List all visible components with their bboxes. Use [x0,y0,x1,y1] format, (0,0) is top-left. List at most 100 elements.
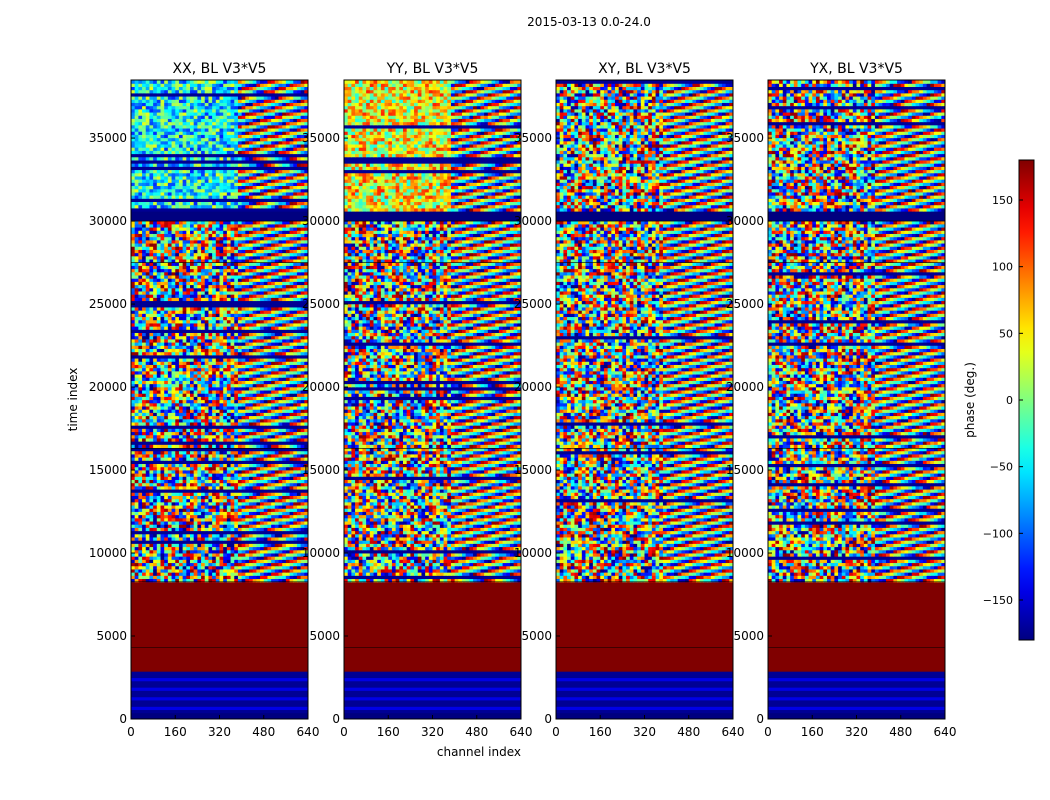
heatmap-cell [296,527,302,532]
heatmap-cell [149,469,154,474]
heatmap-cell [149,316,154,321]
heatmap-cell [160,377,165,381]
heatmap-cell [252,508,257,512]
heatmap-cell [204,498,210,503]
heatmap-cell [208,393,213,397]
heatmap-cell [131,479,136,484]
heatmap-cell [260,508,265,512]
heatmap-cell [263,306,269,311]
heatmap-cell [304,271,308,276]
heatmap-cell [160,262,165,266]
heatmap-cell [226,466,232,471]
heatmap-cell [241,572,246,576]
heatmap-cell [230,517,235,522]
heatmap-cell [237,495,243,500]
heatmap-cell [182,476,187,480]
heatmap-cell [193,508,198,512]
heatmap-cell [263,380,269,385]
heatmap-cell [190,332,195,337]
heatmap-cell [197,239,202,244]
heatmap-cell [289,255,294,260]
heatmap-cell [208,297,213,302]
heatmap-cell [304,294,308,298]
heatmap-cell [260,466,265,471]
heatmap-cell [156,310,162,314]
heatmap-cell [241,351,246,356]
heatmap-cell [171,485,176,490]
heatmap-cell [208,418,213,423]
heatmap-cell [230,549,235,554]
heatmap-cell [278,242,283,247]
heatmap-cell [156,543,162,548]
heatmap-cell [175,469,180,474]
heatmap-cell [182,453,187,458]
heatmap-cell [223,338,228,343]
heatmap-cell [149,409,154,413]
heatmap-cell [190,415,195,420]
heatmap-cell [167,396,173,401]
heatmap-cell [267,568,272,573]
heatmap-cell [234,383,239,388]
heatmap-cell [156,370,162,375]
heatmap-cell [223,380,228,385]
heatmap-cell [212,242,217,247]
heatmap-cell [182,421,187,426]
heatmap-cell [256,476,261,480]
heatmap-cell [300,402,305,407]
heatmap-cell [204,271,210,276]
heatmap-cell [267,274,272,279]
heatmap-cell [167,380,173,385]
heatmap-cell [208,546,213,551]
heatmap-cell [234,546,239,551]
heatmap-cell [164,549,169,554]
heatmap-cell [197,380,202,385]
heatmap-cell [226,399,232,404]
heatmap-cell [193,297,198,302]
heatmap-cell [193,463,198,468]
heatmap-cell [249,556,254,560]
heatmap-cell [182,418,187,423]
heatmap-cell [289,233,294,238]
heatmap-cell [278,476,283,480]
heatmap-cell [223,361,228,365]
heatmap-cell [256,284,261,289]
heatmap-cell [289,367,294,372]
heatmap-cell [156,262,162,266]
heatmap-cell [289,335,294,340]
heatmap-cell [267,434,272,439]
heatmap-cell [285,373,291,378]
heatmap-cell [145,479,151,484]
heatmap-cell [164,415,169,420]
heatmap-cell [138,533,143,538]
heatmap-cell [267,546,272,551]
heatmap-cell [285,284,291,289]
heatmap-cell [212,357,217,362]
heatmap-cell [296,405,302,410]
heatmap-cell [142,514,147,519]
heatmap-cell [212,418,217,423]
heatmap-cell [282,444,287,449]
heatmap-cell [245,361,250,365]
heatmap-cell [282,504,287,509]
heatmap-cell [256,233,261,238]
heatmap-cell [252,482,257,487]
heatmap-cell [256,463,261,468]
heatmap-cell [204,236,210,241]
heatmap-cell [285,533,291,538]
heatmap-cell [153,434,158,439]
heatmap-cell [160,370,165,375]
heatmap-cell [282,252,287,257]
heatmap-cell [296,463,302,468]
heatmap-cell [230,444,235,449]
heatmap-cell [215,495,221,500]
heatmap-cell [226,498,232,503]
heatmap-cell [160,322,165,327]
heatmap-cell [138,511,143,516]
heatmap-cell [182,514,187,519]
heatmap-cell [300,262,305,266]
heatmap-cell [256,255,261,260]
heatmap-cell [249,527,254,532]
heatmap-cell [171,578,176,583]
heatmap-cell [178,380,184,385]
heatmap-cell [256,274,261,279]
